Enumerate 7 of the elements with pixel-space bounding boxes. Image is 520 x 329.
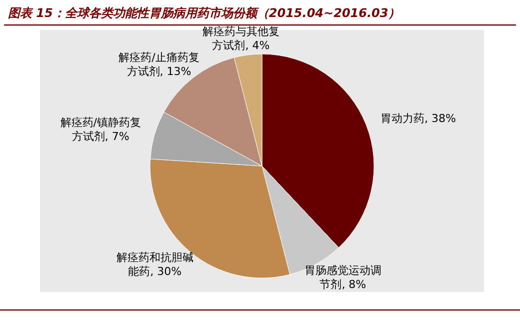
slice-label: 解痉药与其他复方试剂, 4% [201, 25, 280, 53]
slice-label: 解痉药/止痛药复方试剂, 13% [118, 50, 200, 79]
slice-label: 解痉药和抗胆碱能药, 30% [115, 250, 194, 279]
chart-title: 图表 15：全球各类功能性胃肠病用药市场份额（2015.04~2016.03） [8, 6, 400, 20]
slice-label: 解痉药/镇静药复方试剂, 7% [59, 116, 142, 144]
slice-label: 胃肠感觉运动调节剂, 8% [303, 264, 382, 292]
slice-label: 胃动力药, 38% [379, 112, 457, 126]
